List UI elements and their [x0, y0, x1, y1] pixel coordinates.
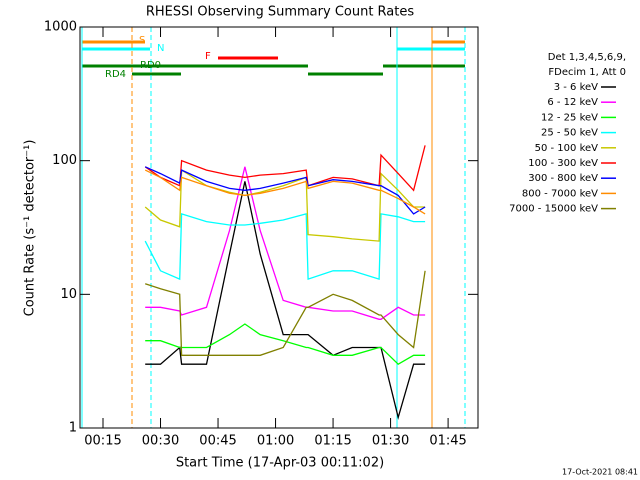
legend-header: FDecim 1, Att 0	[548, 67, 626, 78]
x-tick-label: 00:45	[199, 434, 236, 449]
legend-label: 25 - 50 keV	[541, 128, 598, 139]
y-axis-label: Count Rate (s⁻¹ detector⁻¹)	[23, 140, 38, 317]
annotation: RD4	[105, 69, 126, 80]
annotation: F	[205, 51, 211, 62]
series-line	[144, 168, 426, 242]
x-axis-label: Start Time (17-Apr-03 00:11:02)	[176, 456, 384, 471]
x-tick-label: 01:45	[429, 434, 466, 449]
series-line	[144, 213, 426, 281]
x-tick-label: 01:00	[257, 434, 294, 449]
chart-title: RHESSI Observing Summary Count Rates	[146, 5, 415, 20]
legend-header: Det 1,3,4,5,6,9,	[548, 52, 626, 63]
y-tick-label: 1000	[44, 20, 77, 35]
series-line	[144, 270, 426, 356]
legend-label: 12 - 25 keV	[541, 112, 598, 123]
x-tick-label: 01:30	[372, 434, 409, 449]
series-line	[145, 181, 426, 420]
series-line	[145, 166, 426, 320]
legend-label: 50 - 100 keV	[535, 143, 599, 154]
x-tick-label: 01:15	[314, 434, 351, 449]
legend-label: 6 - 12 keV	[547, 97, 598, 108]
legend-label: 7000 - 15000 keV	[509, 204, 598, 215]
legend-label: 800 - 7000 keV	[522, 188, 598, 199]
legend-label: 3 - 6 keV	[554, 82, 598, 93]
plot-frame	[79, 26, 479, 429]
legend-label: 300 - 800 keV	[528, 173, 598, 184]
event-lines	[81, 27, 466, 428]
y-tick-label: 1	[69, 421, 77, 436]
x-tick-label: 00:30	[142, 434, 179, 449]
y-tick-label: 10	[60, 287, 77, 302]
series-line	[144, 169, 426, 215]
annotation: N	[157, 43, 164, 54]
timestamp: 17-Oct-2021 08:41	[562, 468, 638, 477]
y-tick-label: 100	[52, 153, 77, 168]
annotation: RD0	[140, 60, 161, 71]
series-line	[144, 166, 426, 215]
series-line	[144, 145, 426, 192]
annotation: S	[139, 35, 145, 46]
legend-label: 100 - 300 keV	[528, 158, 598, 169]
x-tick-label: 00:15	[84, 434, 121, 449]
